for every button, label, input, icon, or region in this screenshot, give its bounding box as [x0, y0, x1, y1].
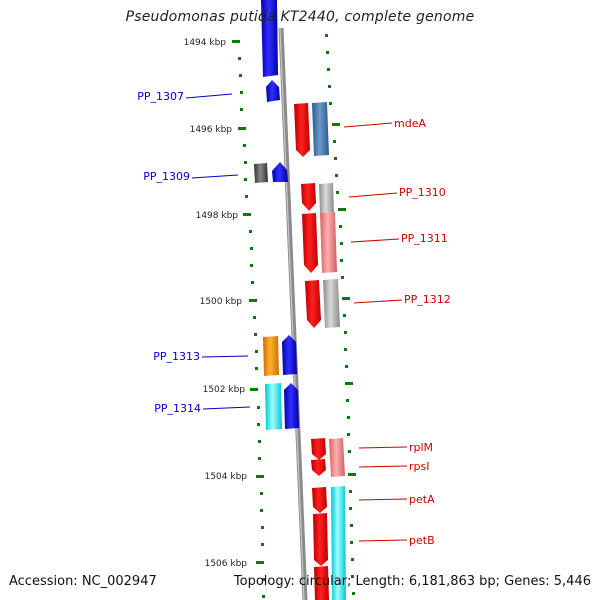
gene-feature[interactable] [302, 213, 318, 273]
map-title: Pseudomonas putida KT2440, complete geno… [125, 9, 475, 25]
gene-feature[interactable] [254, 163, 268, 183]
gene-label-PP_1313[interactable]: PP_1313 [153, 350, 200, 363]
leader-line [201, 355, 249, 358]
gene-feature[interactable] [305, 280, 321, 328]
gene-feature[interactable] [331, 486, 346, 600]
gene-label-PP_1307[interactable]: PP_1307 [137, 90, 184, 103]
tick-label: 1504 kbp [205, 472, 248, 482]
plus-strand-genes [294, 102, 346, 600]
leader-line [348, 192, 398, 198]
tick-label: 1496 kbp [190, 125, 233, 135]
tick-label: 1500 kbp [200, 297, 243, 307]
gene-label-PP_1311[interactable]: PP_1311 [401, 232, 448, 245]
gene-feature[interactable] [311, 438, 326, 460]
leader-line [358, 498, 408, 501]
leader-line [202, 406, 251, 410]
genome-backbone-highlight [279, 27, 305, 600]
gene-feature[interactable] [263, 336, 279, 376]
minus-strand-genes [254, 0, 299, 430]
gene-label-PP_1314[interactable]: PP_1314 [154, 402, 201, 415]
leader-line [191, 174, 239, 179]
gene-feature[interactable] [282, 335, 297, 375]
gene-feature[interactable] [314, 566, 329, 600]
gene-label-rpsI[interactable]: rpsI [409, 460, 429, 473]
gene-feature[interactable] [311, 459, 326, 476]
leader-line [185, 93, 233, 99]
gene-feature[interactable] [284, 383, 299, 429]
gene-label-PP_1309[interactable]: PP_1309 [143, 170, 190, 183]
gene-feature[interactable] [323, 279, 340, 328]
gene-feature[interactable] [265, 383, 282, 430]
gene-label-PP_1310[interactable]: PP_1310 [399, 186, 446, 199]
tick-label: 1494 kbp [184, 38, 227, 48]
gene-label-rplM[interactable]: rplM [409, 441, 433, 454]
leader-line [353, 299, 403, 304]
leader-line [350, 238, 400, 243]
gene-label-petA[interactable]: petA [409, 493, 435, 506]
left-tick-track [232, 40, 265, 598]
gene-feature[interactable] [266, 80, 280, 102]
leader-line [358, 539, 408, 542]
gene-feature[interactable] [301, 183, 316, 211]
gene-label-mdeA[interactable]: mdeA [394, 117, 426, 130]
gene-feature[interactable] [272, 162, 288, 182]
gene-feature[interactable] [294, 103, 310, 157]
gene-feature[interactable] [319, 183, 334, 213]
gene-feature[interactable] [320, 212, 337, 273]
tick-label: 1506 kbp [205, 559, 248, 569]
tick-label: 1502 kbp [203, 385, 246, 395]
gene-feature[interactable] [312, 487, 327, 513]
gene-feature[interactable] [261, 0, 278, 77]
leader-line [358, 465, 408, 468]
genome-backbone [278, 27, 308, 600]
tick-label: 1498 kbp [196, 211, 239, 221]
gene-feature[interactable] [312, 102, 329, 156]
leader-line [358, 446, 408, 449]
topology-text: Topology: circular; Length: 6,181,863 bp… [233, 574, 591, 589]
gene-feature[interactable] [313, 513, 328, 566]
right-tick-track [325, 34, 356, 595]
gene-label-PP_1312[interactable]: PP_1312 [404, 293, 451, 306]
leader-line [343, 122, 393, 128]
gene-feature[interactable] [329, 438, 345, 477]
gene-label-petB[interactable]: petB [409, 534, 435, 547]
accession-text: Accession: NC_002947 [9, 574, 157, 589]
